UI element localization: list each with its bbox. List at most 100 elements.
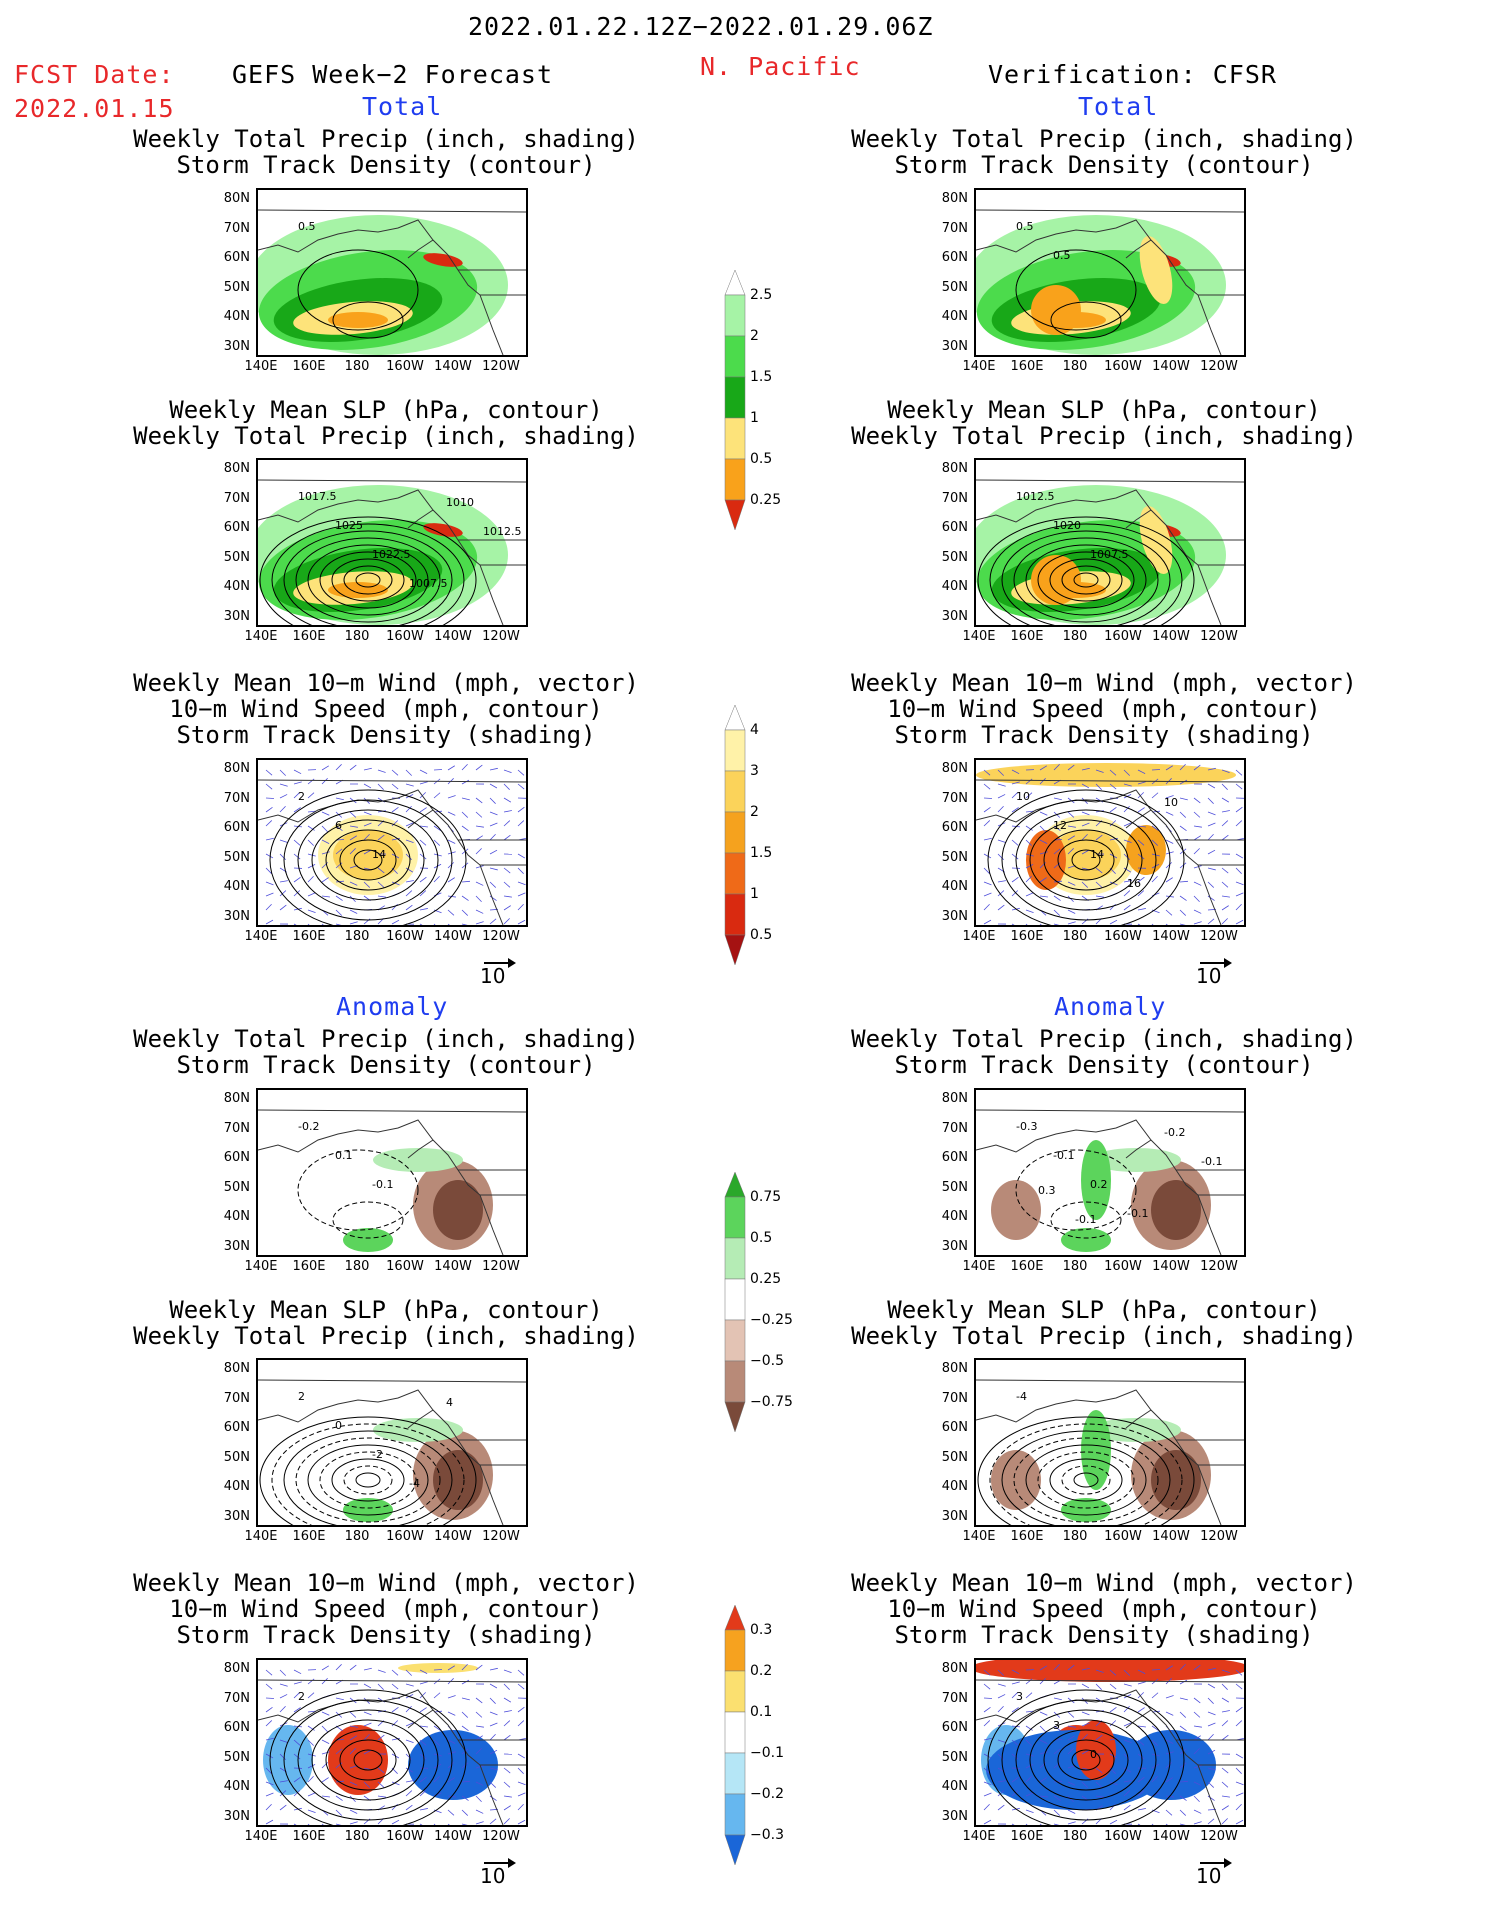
panel-title: Weekly Mean 10−m Wind (mph, vector) 10−m…	[133, 1569, 639, 1649]
shading-area	[328, 312, 388, 328]
wind-vector	[307, 875, 314, 883]
wind-vector	[1207, 1795, 1215, 1801]
wind-vector	[1109, 769, 1117, 776]
contour-line	[1050, 301, 1122, 339]
contour-line	[1001, 530, 1171, 625]
wind-vector	[997, 839, 1006, 843]
colorbar-swatch	[724, 811, 746, 854]
wind-vector	[447, 1665, 455, 1671]
wind-vector	[433, 875, 440, 883]
lon-tick-label: 120W	[482, 629, 520, 644]
contour-label: -0.1	[1075, 1213, 1096, 1226]
contour-line	[1029, 1719, 1143, 1801]
shading-area	[1061, 1498, 1111, 1522]
lat-tick-label: 40N	[941, 579, 968, 594]
map-panel: 10 12 14 16 10	[974, 758, 1246, 927]
panel-title: Weekly Mean 10−m Wind (mph, vector) 10−m…	[851, 669, 1357, 749]
contour-line	[1015, 1709, 1157, 1811]
wind-vector	[1067, 825, 1076, 828]
wind-vector	[419, 1776, 427, 1783]
colorbar-swatch	[724, 1793, 746, 1836]
map-panel: -4	[974, 1358, 1246, 1527]
shading-area	[991, 1450, 1041, 1510]
contour-line	[1015, 249, 1137, 331]
wind-vector	[1053, 1664, 1060, 1671]
wind-vector	[279, 783, 288, 787]
panel-title: Weekly Mean SLP (hPa, contour) Weekly To…	[851, 1296, 1357, 1350]
contour-label: 2	[298, 1390, 305, 1403]
wind-vector	[1221, 881, 1229, 888]
wind-vector	[321, 1762, 328, 1769]
wind-vector	[997, 890, 1005, 897]
wind-vector	[1151, 792, 1159, 799]
wind-vector	[1039, 1751, 1048, 1755]
wind-vector	[1067, 921, 1076, 925]
wind-vector	[1039, 877, 1047, 883]
vector-reference: 10	[1196, 1858, 1232, 1888]
lon-tick-label: 180	[1062, 629, 1088, 644]
contour-line	[1025, 1444, 1147, 1516]
wind-vector	[1067, 909, 1076, 914]
wind-vector	[1109, 837, 1118, 841]
wind-vector	[1207, 1667, 1216, 1671]
wind-vector	[1123, 904, 1131, 911]
wind-vector	[489, 1781, 497, 1788]
colorbar-swatch	[724, 1401, 746, 1433]
wind-vector	[447, 1823, 450, 1825]
wind-vector	[1221, 1697, 1230, 1703]
wind-vector	[265, 1697, 275, 1699]
lon-tick-label: 120W	[1200, 1259, 1238, 1274]
contour-line	[353, 1749, 383, 1771]
wind-vector	[307, 1809, 316, 1814]
wind-vector	[279, 1683, 288, 1687]
wind-vector	[1025, 1823, 1028, 1825]
lat-tick-label: 40N	[941, 1779, 968, 1794]
section-anomaly-left: Anomaly	[336, 992, 449, 1021]
shading-area	[433, 1450, 483, 1510]
lon-tick-label: 140E	[244, 629, 278, 644]
wind-vector	[405, 1669, 412, 1676]
wind-vector	[983, 1737, 992, 1741]
contour-line	[1037, 551, 1135, 609]
lon-tick-label: 180	[1062, 1829, 1088, 1844]
lon-tick-label: 160W	[386, 1829, 424, 1844]
wind-vector	[1137, 890, 1145, 897]
wind-vector	[321, 877, 329, 883]
wind-vector	[1137, 1725, 1146, 1728]
wind-vector	[279, 839, 288, 843]
wind-vector	[1011, 1707, 1019, 1713]
wind-vector	[1011, 890, 1019, 897]
wind-vector	[1193, 881, 1202, 886]
wind-vector	[1207, 1818, 1215, 1825]
wind-vector	[279, 1804, 287, 1811]
contour-line	[307, 1444, 429, 1516]
wind-vector	[1193, 1748, 1200, 1755]
wind-vector	[1081, 834, 1088, 841]
wind-vector	[517, 1753, 526, 1759]
contour-label: 0.5	[1016, 220, 1034, 233]
wind-vector	[1193, 895, 1200, 903]
panel-title: Weekly Total Precip (inch, shading) Stor…	[133, 1025, 639, 1079]
wind-vector	[1025, 1792, 1034, 1797]
panel-title: Weekly Total Precip (inch, shading) Stor…	[133, 125, 639, 179]
contour-line	[1049, 1458, 1123, 1502]
wind-vector	[517, 919, 526, 925]
wind-vector	[1025, 1739, 1032, 1746]
wind-vector	[405, 839, 414, 844]
contour-line	[987, 789, 1185, 925]
wind-vector	[349, 825, 358, 828]
lat-tick-label: 30N	[941, 908, 968, 924]
wind-vector	[321, 1665, 330, 1671]
lon-tick-label: 140W	[434, 359, 472, 374]
contour-line	[1073, 572, 1099, 588]
contour-label: 14	[372, 848, 386, 861]
wind-vector	[1193, 1711, 1201, 1718]
wind-vector	[363, 881, 371, 888]
wind-vector	[1193, 909, 1202, 914]
lon-tick-label: 180	[344, 1259, 370, 1274]
wind-vector	[419, 1790, 427, 1797]
wind-vector	[335, 1795, 343, 1801]
wind-vector	[391, 903, 398, 911]
wind-vector	[1067, 1735, 1075, 1741]
wind-vector	[1095, 1669, 1104, 1673]
